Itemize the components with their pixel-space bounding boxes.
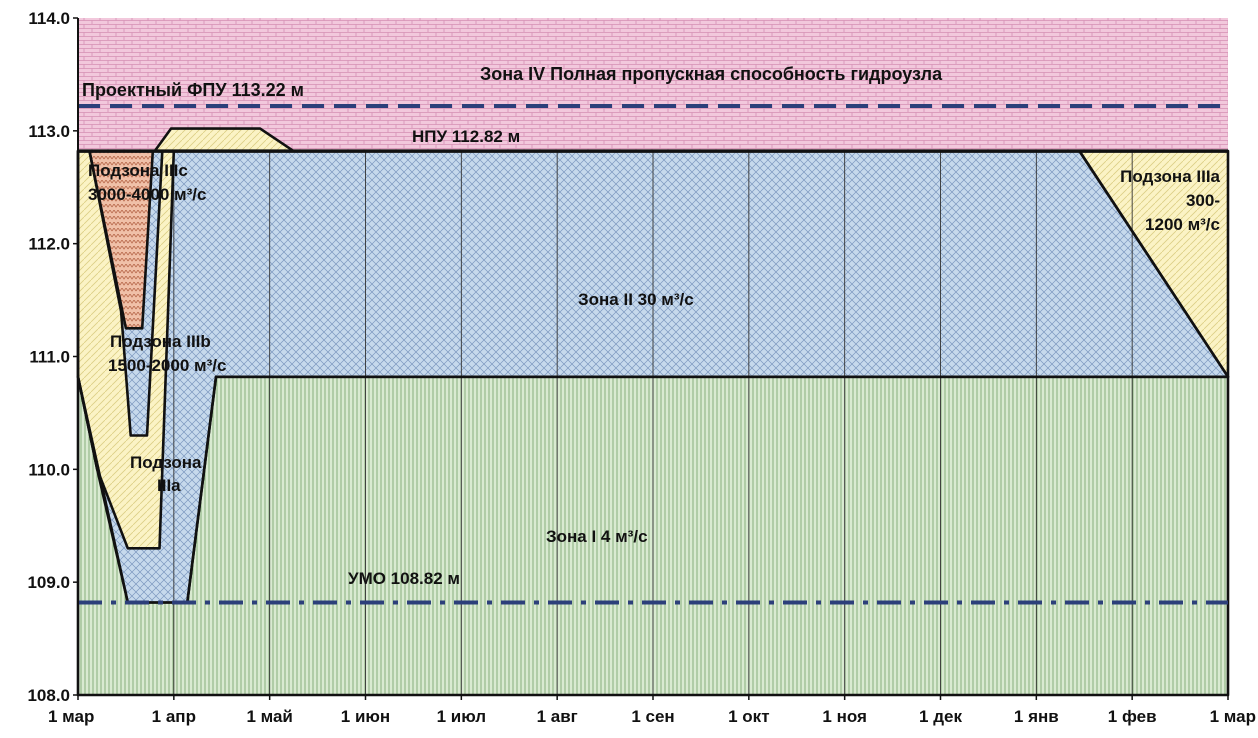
x-tick-label: 1 мар — [48, 707, 94, 726]
fpu-label: Проектный ФПУ 113.22 м — [82, 80, 304, 100]
x-tick-label: 1 июл — [437, 707, 487, 726]
subzone-3b-label: Подзона IIIb — [110, 332, 211, 351]
x-tick-label: 1 ноя — [822, 707, 867, 726]
subzone-3a-right-flow-1: 300- — [1186, 191, 1220, 210]
subzone-3a-right-flow-2: 1200 м³/с — [1145, 215, 1220, 234]
y-tick-label: 108.0 — [27, 686, 70, 705]
zone-area-7 — [154, 128, 294, 152]
subzone-3b-flow: 1500-2000 м³/с — [108, 356, 226, 375]
zone-area-0 — [78, 18, 1228, 152]
umo-label: УМО 108.82 м — [348, 569, 460, 588]
zone2-label: Зона II 30 м³/с — [578, 290, 694, 309]
y-tick-label: 111.0 — [29, 348, 70, 367]
zone1-label: Зона I 4 м³/с — [546, 527, 648, 546]
reference-lines — [78, 104, 1228, 605]
x-tick-label: 1 дек — [919, 707, 962, 726]
x-tick-label: 1 июн — [341, 707, 390, 726]
x-tick-label: 1 сен — [631, 707, 674, 726]
x-tick-label: 1 окт — [728, 707, 769, 726]
subzone-3c-label: Подзона IIIc — [88, 161, 188, 180]
x-tick-label: 1 май — [246, 707, 292, 726]
y-tick-label: 110.0 — [28, 460, 70, 479]
zone4-label: Зона IV Полная пропускная способность ги… — [480, 64, 943, 84]
x-tick-label: 1 фев — [1108, 707, 1157, 726]
y-tick-label: 109.0 — [27, 573, 70, 592]
subzone-3a-left-label-2: IIIa — [157, 476, 181, 495]
subzone-3c-flow: 3000-4000 м³/с — [88, 185, 206, 204]
x-tick-label: 1 мар — [1210, 707, 1256, 726]
y-tick-label: 114.0 — [28, 9, 70, 28]
subzone-3a-left-label: Подзона — [130, 453, 202, 472]
y-tick-label: 112.0 — [28, 235, 70, 254]
npu-label: НПУ 112.82 м — [412, 127, 520, 146]
x-tick-label: 1 янв — [1014, 707, 1059, 726]
zone-labels: Зона IV Полная пропускная способность ги… — [82, 64, 1221, 588]
x-tick-label: 1 авг — [537, 707, 578, 726]
zone-area-6 — [89, 151, 153, 329]
x-tick-label: 1 апр — [152, 707, 196, 726]
y-tick-label: 113.0 — [28, 122, 70, 141]
tick-labels: 108.0 109.0 110.0 111.0 112.0 113.0 114.0 1 мар… — [27, 9, 1256, 726]
subzone-3a-right-label: Подзона IIIa — [1120, 167, 1220, 186]
